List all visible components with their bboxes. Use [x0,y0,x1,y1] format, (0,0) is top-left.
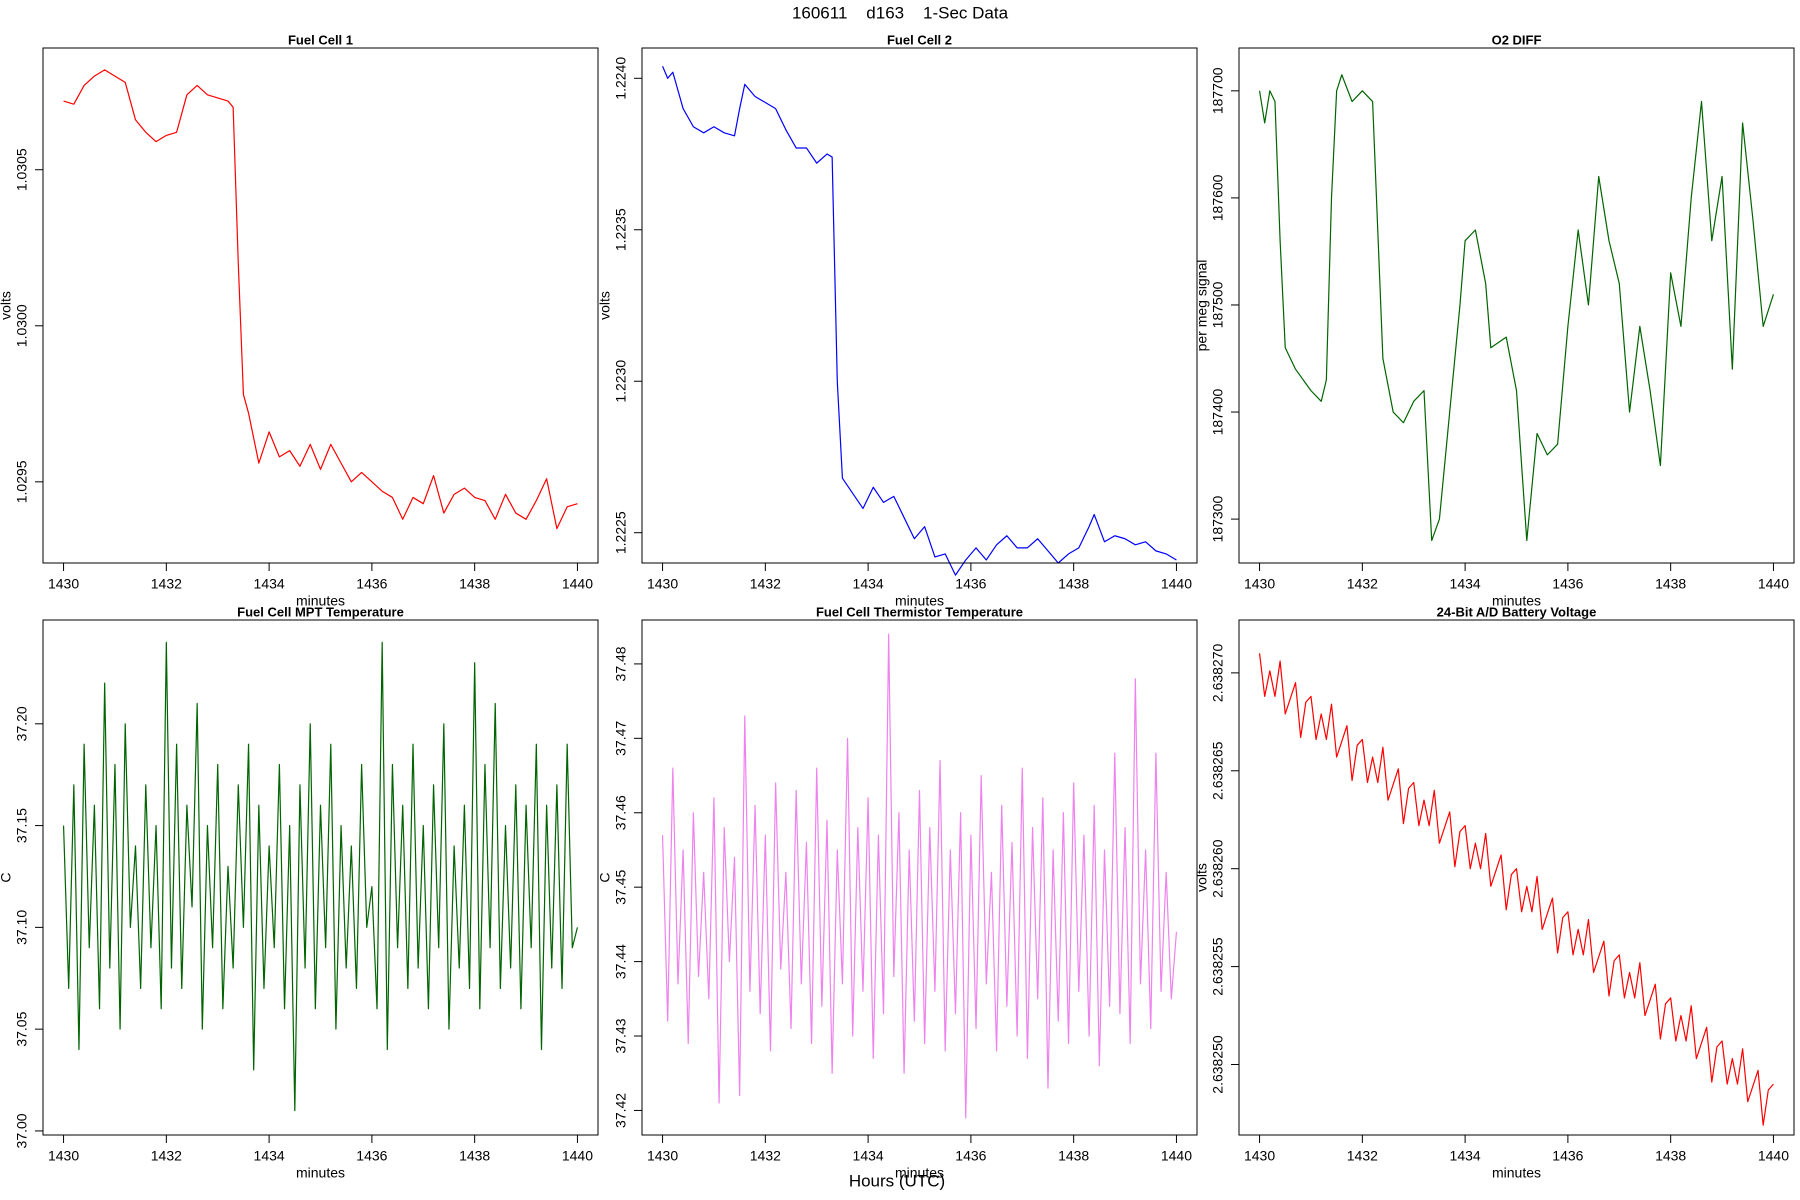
x-tick-label: 1434 [853,576,884,592]
data-line [661,633,1178,1119]
y-axis-label: per meg signal [1194,260,1210,352]
x-axis-label: minutes [895,1165,944,1181]
x-tick-label: 1440 [1758,1148,1789,1164]
y-axis-label: volts [1194,863,1210,892]
y-axis-label: C [597,872,613,882]
panel-title: O2 DIFF [1492,32,1542,47]
y-tick-label: 37.44 [613,944,629,979]
y-tick-label: 1.2235 [613,208,629,251]
x-tick-label: 1436 [955,576,986,592]
plot-frame [42,47,599,564]
y-tick-label: 37.20 [14,706,30,741]
data-line [1258,653,1774,1126]
panel-title: Fuel Cell 1 [288,32,353,47]
x-tick-label: 1434 [254,1148,285,1164]
y-tick-label: 37.45 [613,869,629,904]
x-tick-label: 1436 [356,1148,387,1164]
y-tick-label: 2.638250 [1210,1035,1226,1094]
panel-title: Fuel Cell MPT Temperature [237,604,404,619]
y-tick-label: 37.10 [14,910,30,945]
y-axis-label: C [0,872,14,882]
y-tick-label: 37.47 [613,721,629,756]
x-tick-label: 1438 [1655,576,1686,592]
y-tick-label: 187500 [1210,281,1226,328]
x-tick-label: 1440 [562,1148,593,1164]
plot-frame [641,619,1198,1136]
x-tick-label: 1440 [1758,576,1789,592]
x-tick-label: 1432 [1347,576,1378,592]
panel-title: 24-Bit A/D Battery Voltage [1437,604,1597,619]
data-line [63,69,578,530]
y-tick-label: 187700 [1210,67,1226,114]
y-tick-label: 1.0305 [14,148,30,191]
x-tick-label: 1430 [48,576,79,592]
y-tick-label: 37.48 [613,646,629,681]
y-tick-label: 37.05 [14,1011,30,1046]
y-axis-label: volts [597,291,613,320]
x-tick-label: 1434 [1450,1148,1481,1164]
x-tick-label: 1432 [1347,1148,1378,1164]
x-tick-label: 1436 [1552,1148,1583,1164]
plot-frame [1238,47,1795,564]
x-tick-label: 1440 [562,576,593,592]
y-axis-label: volts [0,291,14,320]
x-tick-label: 1438 [1058,576,1089,592]
y-tick-label: 1.0295 [14,460,30,503]
x-tick-label: 1440 [1161,1148,1192,1164]
x-tick-label: 1430 [48,1148,79,1164]
y-tick-label: 37.15 [14,808,30,843]
plot-frame [1238,619,1795,1136]
x-tick-label: 1432 [750,576,781,592]
y-tick-label: 37.42 [613,1093,629,1128]
x-tick-label: 1438 [459,576,490,592]
x-tick-label: 1436 [356,576,387,592]
x-tick-label: 1434 [254,576,285,592]
data-line [662,65,1177,576]
y-tick-label: 1.0300 [14,304,30,347]
x-tick-label: 1438 [1655,1148,1686,1164]
x-tick-label: 1436 [955,1148,986,1164]
x-axis-label: minutes [895,593,944,609]
x-tick-label: 1438 [1058,1148,1089,1164]
y-tick-label: 187300 [1210,496,1226,543]
plot-frame [641,47,1198,564]
y-tick-label: 1.2225 [613,511,629,554]
x-axis-label: minutes [296,1165,345,1181]
x-axis-label: minutes [1492,1165,1541,1181]
y-tick-label: 2.638260 [1210,839,1226,898]
y-tick-label: 1.2240 [613,57,629,100]
x-tick-label: 1432 [750,1148,781,1164]
x-tick-label: 1438 [459,1148,490,1164]
x-tick-label: 1434 [1450,576,1481,592]
x-tick-label: 1440 [1161,576,1192,592]
y-tick-label: 2.638255 [1210,937,1226,996]
plot-frame [42,619,599,1136]
y-tick-label: 187400 [1210,388,1226,435]
x-tick-label: 1430 [1244,576,1275,592]
x-tick-label: 1434 [853,1148,884,1164]
x-axis-title: Hours (UTC) [849,1171,945,1190]
x-tick-label: 1430 [647,576,678,592]
y-tick-label: 37.46 [613,795,629,830]
x-tick-label: 1436 [1552,576,1583,592]
data-line [1258,74,1775,542]
x-axis-label: minutes [1492,593,1541,609]
y-tick-label: 37.43 [613,1018,629,1053]
panel-title: Fuel Cell Thermistor Temperature [816,604,1023,619]
x-tick-label: 1432 [151,1148,182,1164]
y-tick-label: 2.638265 [1210,741,1226,800]
x-tick-label: 1430 [647,1148,678,1164]
page-title: 160611 d163 1-Sec Data [792,3,1009,22]
y-tick-label: 2.638270 [1210,643,1226,702]
y-tick-label: 187600 [1210,174,1226,221]
y-tick-label: 1.2230 [613,360,629,403]
x-tick-label: 1430 [1244,1148,1275,1164]
x-axis-label: minutes [296,593,345,609]
panel-title: Fuel Cell 2 [887,32,952,47]
x-tick-label: 1432 [151,576,182,592]
y-tick-label: 37.00 [14,1113,30,1148]
data-line [62,641,579,1112]
